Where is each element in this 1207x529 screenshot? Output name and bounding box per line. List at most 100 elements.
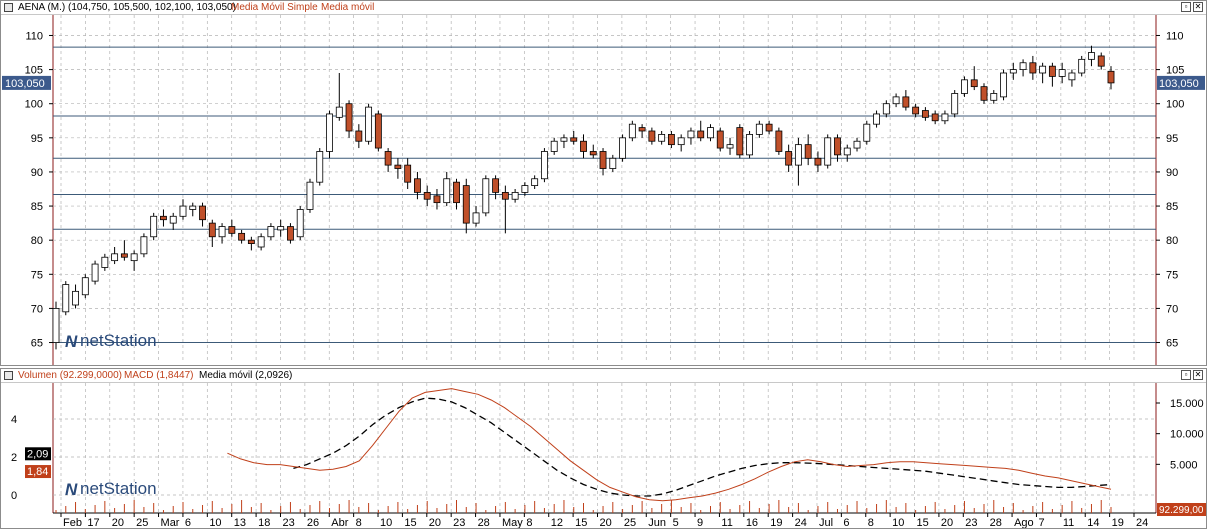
logo-mark: N: [65, 480, 78, 499]
candle-body: [414, 178, 421, 193]
candle-body: [1039, 65, 1047, 74]
window-menu-icon[interactable]: [4, 371, 13, 380]
x-tick-label: Mar: [161, 517, 180, 528]
x-tick-label: 24: [795, 517, 807, 528]
indicator2-label[interactable]: Media móvil: [321, 2, 375, 13]
candle-body: [52, 308, 60, 343]
candle-body: [189, 205, 197, 210]
candle-body: [101, 256, 109, 268]
logo-text: netStation: [80, 479, 157, 498]
candle-body: [316, 151, 324, 183]
candle-body: [501, 192, 509, 200]
x-tick-label: 25: [624, 517, 636, 528]
candle-body: [238, 232, 246, 241]
y-tick-label-left: 70: [31, 303, 43, 315]
volume-label[interactable]: Volumen (92.299,0000): [18, 370, 122, 381]
y-tick-label-left: 0: [11, 490, 17, 502]
x-tick-label: 5: [673, 517, 679, 528]
candle-body: [472, 212, 480, 224]
candle-body: [345, 103, 353, 132]
y-tick-label-left: 90: [31, 167, 43, 179]
candle-body: [648, 130, 656, 142]
last-price-tag-text: 103,050: [5, 78, 45, 90]
ma-label[interactable]: Media móvil (2,0926): [199, 370, 293, 381]
candle-body: [619, 137, 627, 159]
candle-body: [716, 130, 724, 149]
close-button[interactable]: ✕: [1193, 2, 1203, 12]
candle-body: [111, 253, 119, 262]
volume-macd-panel: Volumen (92.299,0000) MACD (1,8447) Medi…: [0, 368, 1207, 529]
candle-body: [990, 93, 998, 101]
minimize-button[interactable]: ▫: [1181, 2, 1191, 12]
x-tick-label: 18: [258, 517, 270, 528]
last-price-tag-left: 103,050: [2, 75, 51, 90]
candle-body: [794, 144, 802, 166]
x-tick-label: 12: [551, 517, 563, 528]
candle-body: [199, 205, 206, 221]
x-tick-label: 26: [307, 517, 319, 528]
price-panel: AENA (M.) (104,750, 105,500, 102,100, 10…: [0, 0, 1207, 366]
candle-body: [160, 215, 167, 221]
x-tick-label: 15: [917, 517, 929, 528]
candle-body: [570, 137, 578, 142]
indicator1-label[interactable]: Media Móvil Simple: [231, 2, 318, 13]
candle-body: [1078, 58, 1086, 74]
candle-body: [638, 127, 646, 132]
x-tick-label: 7: [1038, 517, 1044, 528]
candle-body: [677, 137, 685, 146]
lower-panel-titlebar: Volumen (92.299,0000) MACD (1,8447) Medi…: [1, 369, 1206, 383]
candle-body: [873, 113, 880, 125]
x-tick-label: 9: [697, 517, 703, 528]
candle-body: [306, 181, 314, 210]
candle-body: [433, 195, 441, 204]
tag-bg: [25, 447, 51, 461]
y-tick-label-right: 10.000: [1170, 429, 1204, 441]
minimize-button[interactable]: ▫: [1181, 370, 1191, 380]
candle-body: [394, 164, 402, 169]
candle-body: [423, 192, 431, 200]
x-tick-label: 28: [478, 517, 490, 528]
tag-bg: [1157, 75, 1205, 90]
macd-label[interactable]: MACD (1,8447): [124, 370, 194, 381]
candle-body: [521, 185, 529, 193]
window-menu-icon[interactable]: [4, 3, 13, 12]
candle-body: [1058, 69, 1066, 77]
y-tick-label-right: 80: [1166, 235, 1178, 247]
candle-body: [453, 181, 460, 204]
candle-body: [228, 226, 236, 234]
candle-body: [687, 130, 695, 139]
y-tick-label-left: 105: [25, 65, 43, 77]
candle-body: [814, 157, 822, 166]
tag-bg: [25, 465, 51, 479]
y-tick-label-left: 4: [11, 414, 17, 426]
y-tick-label-right: 75: [1166, 269, 1178, 281]
candle-body: [404, 164, 412, 183]
candle-body: [707, 127, 714, 139]
candle-body: [912, 106, 920, 115]
y-tick-label-left: 2: [11, 452, 17, 464]
candle-body: [970, 79, 978, 88]
macd-line: [227, 388, 1112, 502]
candle-body: [277, 226, 285, 231]
candle-body: [365, 106, 373, 142]
candle-body: [218, 226, 226, 238]
candle-body: [736, 127, 744, 156]
candle-body: [658, 134, 666, 142]
candle-body: [462, 185, 470, 224]
price-chart: 65 65 70 70 75 75 80 80 85 85 90 90 95 95 100 100 105 105…: [2, 15, 1205, 365]
candle-body: [589, 151, 597, 156]
x-tick-label: 6: [843, 517, 849, 528]
candle-body: [961, 79, 968, 94]
x-tick-label: 10: [209, 517, 221, 528]
y-tick-label-left: 100: [25, 99, 43, 111]
candle-body: [296, 209, 304, 238]
candle-body: [482, 178, 490, 214]
close-button[interactable]: ✕: [1193, 370, 1203, 380]
y-tick-label-right: 95: [1166, 133, 1178, 145]
x-tick-label: 15: [575, 517, 587, 528]
candle-body: [580, 140, 587, 152]
candle-body: [726, 144, 734, 149]
tag-text: 1,84: [27, 466, 48, 478]
x-tick-label: 23: [282, 517, 294, 528]
